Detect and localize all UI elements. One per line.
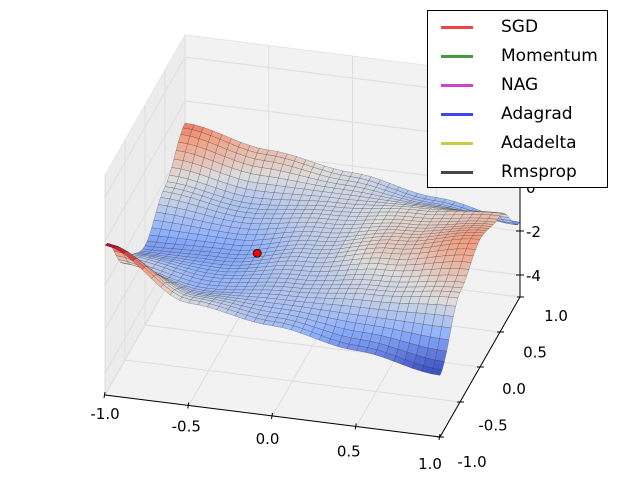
legend-label: NAG (501, 75, 539, 95)
surface-patch (448, 291, 461, 299)
legend-label: SGD (501, 17, 539, 37)
x-tick (187, 402, 190, 409)
x-tick-label: 0.5 (337, 443, 361, 461)
x-tick-label: 1.0 (418, 455, 442, 473)
legend-line (441, 83, 473, 87)
surface-patch (468, 238, 481, 245)
legend-item-momentum: Momentum (428, 42, 598, 70)
legend-item-adagrad: Adagrad (428, 100, 573, 128)
surface-patch (452, 281, 465, 289)
legend-line (441, 54, 473, 58)
y-tick-label: 0.5 (523, 344, 547, 362)
optimizer-marker (252, 248, 262, 258)
surface-patch (457, 268, 470, 277)
x-tick (354, 423, 357, 430)
z-tick-label: -2 (526, 223, 541, 241)
legend-label: Rmsprop (501, 162, 577, 182)
legend-line (441, 25, 473, 29)
legend-line (441, 170, 473, 174)
legend-item-nag: NAG (428, 71, 538, 99)
legend-item-sgd: SGD (428, 13, 538, 41)
gridline (124, 140, 461, 403)
x-tick (271, 412, 273, 420)
gridline (104, 100, 521, 242)
surface-patch (434, 349, 447, 362)
surface (104, 122, 521, 376)
z-tick-label: 0 (526, 179, 536, 197)
z-tick-label: -4 (526, 267, 541, 285)
surface-patch (437, 338, 450, 352)
legend-line (441, 112, 473, 116)
surface-patch (466, 243, 479, 250)
surface-patch (439, 326, 452, 341)
surface-patch (446, 296, 459, 307)
legend-item-rmsprop: Rmsprop (428, 158, 577, 186)
legend-label: Adagrad (501, 104, 573, 124)
x-tick (103, 391, 106, 399)
surface-patch (443, 305, 456, 317)
tick-labels: -1.0 -0.5 0.0 0.5 1.0 -1.0 -0.5 0.0 0.5 … (90, 179, 568, 473)
legend-label: Momentum (501, 46, 598, 66)
y-tick-label: 0.0 (502, 380, 526, 398)
y-tick-label: 1.0 (544, 307, 568, 325)
surface-patch (461, 254, 474, 263)
y-tick-label: -0.5 (478, 417, 507, 435)
surface-patch (463, 248, 476, 256)
surface-patch (441, 315, 454, 329)
x-tick-label: -0.5 (172, 418, 201, 436)
legend-label: Adadelta (501, 133, 577, 153)
legend-line (441, 141, 473, 145)
y-tick-label: -1.0 (457, 453, 486, 471)
legend: SGD Momentum NAG Adagrad Adadelta Rmspro… (427, 10, 608, 188)
surface-patch (454, 275, 467, 283)
x-tick-label: 0.0 (256, 430, 280, 448)
surface-patch (430, 367, 443, 376)
gridline (104, 56, 521, 198)
surface-patch (459, 261, 472, 270)
x-tick-label: -1.0 (90, 405, 119, 423)
legend-item-adadelta: Adadelta (428, 129, 577, 157)
